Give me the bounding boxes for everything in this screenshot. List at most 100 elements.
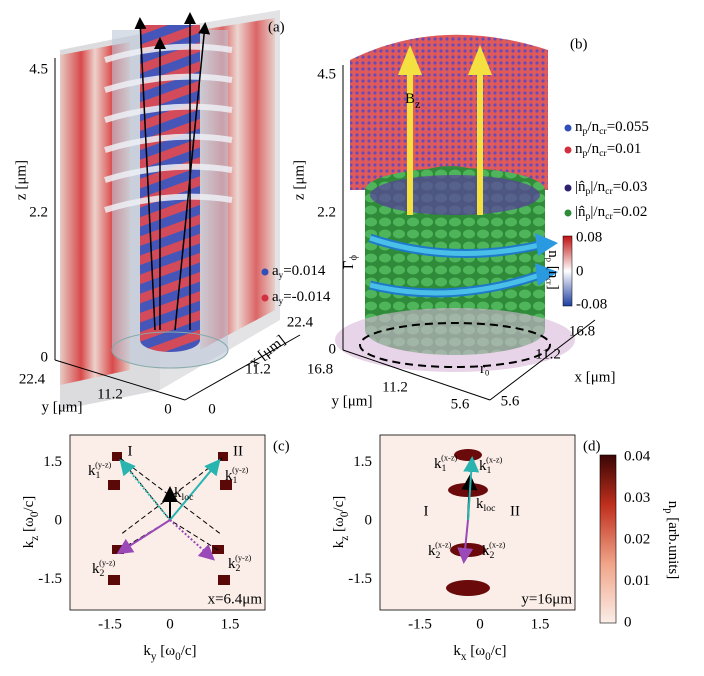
tick-label: -1.5 xyxy=(408,616,432,632)
colorbar-tick: 0 xyxy=(576,263,584,279)
wave-vector-sup: (x-z) xyxy=(489,541,505,550)
legend-entry-part: |n̂ xyxy=(575,179,586,195)
wave-vector-sup: (x-z) xyxy=(441,454,457,463)
colorbar-tick: 0 xyxy=(624,614,632,630)
wave-vector-sub: loc xyxy=(484,503,497,514)
tick-label: 1.5 xyxy=(221,616,240,632)
tick-label: 22.4 xyxy=(19,371,46,387)
legend-entry: np​/ncr​=0.055 xyxy=(575,119,649,137)
tick-label: 11.2 xyxy=(382,379,408,395)
tick-label: 2.2 xyxy=(29,204,48,220)
tick-label: 0 xyxy=(41,349,49,365)
panel-label: (b) xyxy=(570,36,588,52)
colorbar-title: np​ [arb.units] xyxy=(662,501,680,580)
tick-label: 22.4 xyxy=(287,314,314,330)
axis-title-part: [ω xyxy=(157,643,176,659)
field-label-sub: z xyxy=(415,97,420,111)
colorbar-tick: 0.02 xyxy=(624,531,650,547)
panel-label: (c) xyxy=(273,438,290,454)
tick-label: 11.2 xyxy=(97,386,123,402)
legend-entry-part: =0.014 xyxy=(283,263,326,279)
tick-label: 0 xyxy=(164,401,172,417)
axis-title-part: /c] xyxy=(491,643,507,659)
tick-label: 16.8 xyxy=(307,361,333,377)
field-label-part: B xyxy=(405,91,415,107)
region-label: I xyxy=(128,443,133,459)
legend-entry-part: =0.055 xyxy=(607,119,649,135)
wave-vector-sup: (y-z) xyxy=(232,466,248,475)
wave-vector-sub: 1 xyxy=(233,475,238,486)
tick-label: -1.5 xyxy=(348,571,372,587)
wave-vector-sub: 1 xyxy=(487,465,492,476)
axis-title-part: [ω xyxy=(331,517,347,536)
legend-entry-part: /n xyxy=(587,119,599,135)
tick-label: -1.5 xyxy=(38,571,62,587)
tick-label: 4.5 xyxy=(317,66,336,82)
colorbar-title-part: ] xyxy=(545,285,561,290)
panel-d-plot xyxy=(380,435,575,610)
legend-entry: ay​=0.014 xyxy=(272,263,326,280)
region-label: II xyxy=(233,443,243,459)
legend-entry-part: /n xyxy=(587,141,599,157)
axis-title: ky​ [ω0​/c] xyxy=(143,643,196,662)
radius-label-sub: 0 xyxy=(485,369,489,378)
tick-label: 1.5 xyxy=(531,616,550,632)
tick-label: 0 xyxy=(166,616,174,632)
wave-vector-sup: (y-z) xyxy=(235,554,251,563)
axis-title: y [μm] xyxy=(332,393,373,409)
legend-entry: np​/ncr​=0.01 xyxy=(575,141,641,159)
wave-vector-sub: 2 xyxy=(236,563,241,574)
wave-vector-sub: 1 xyxy=(96,470,101,481)
axis-title: y [μm] xyxy=(42,399,83,415)
slice-label: x=6.4μm xyxy=(208,591,263,607)
panel-label: (d) xyxy=(583,438,601,454)
colorbar-tick: 0.03 xyxy=(624,490,650,506)
wave-vector-sub: 2 xyxy=(436,550,441,561)
axis-title: kx​ [ω0​/c] xyxy=(453,643,506,662)
wave-vector-sup: (x-z) xyxy=(486,456,502,465)
tick-label: 1.5 xyxy=(353,454,372,470)
wave-vector-sub: 1 xyxy=(442,463,447,474)
legend-entry: |n̂p​|/ncr​=0.02 xyxy=(575,204,647,222)
axis-title-part: [ω xyxy=(467,643,486,659)
axis-title: z [μm] xyxy=(13,160,29,200)
region-label: II xyxy=(510,503,520,519)
tick-label: 0 xyxy=(55,512,63,528)
legend-entry-part: =0.02 xyxy=(613,204,648,220)
tick-label: 0 xyxy=(329,341,337,357)
axis-title: kz​ [ω0​/c] xyxy=(21,496,40,549)
figure: (a)z [μm]4.52.2022.411.20y [μm]22.411.20… xyxy=(0,0,704,671)
axis-title: z [μm] xyxy=(291,160,307,200)
legend-entry-part: =0.01 xyxy=(607,141,642,157)
legend-entry-part: =-0.014 xyxy=(283,289,331,305)
wave-vector-sup: (y-z) xyxy=(99,559,115,568)
colorbar-tick: -0.08 xyxy=(576,296,607,312)
tick-label: 0 xyxy=(208,401,216,417)
tick-label: 2.2 xyxy=(317,204,336,220)
slice-label: y=16μm xyxy=(521,591,572,607)
axis-title-part: /c] xyxy=(181,643,197,659)
page: { "panel_a": { "label": "(a)", "z_title"… xyxy=(0,0,704,671)
tick-label: 16.8 xyxy=(569,323,595,339)
legend-entry: ay​=-0.014 xyxy=(272,289,331,306)
axis-title-part: /c] xyxy=(21,496,37,512)
tick-label: 5.6 xyxy=(451,396,470,412)
legend-entry-part: =0.03 xyxy=(613,179,648,195)
wave-vector-sub: loc xyxy=(182,492,195,503)
axis-title-part: [ω xyxy=(21,517,37,536)
legend-entry-part: |/n xyxy=(590,179,605,195)
tick-label: 1.5 xyxy=(43,454,62,470)
legend-entry-part: |/n xyxy=(590,204,605,220)
tick-label: 4.5 xyxy=(29,61,48,77)
tick-label: 0 xyxy=(365,512,373,528)
colorbar-title: np​ [ncr​] xyxy=(544,250,560,289)
colorbar-title-part: [n xyxy=(545,262,561,279)
colorbar-tick: 0.01 xyxy=(624,573,650,589)
colorbar-tick: 0.04 xyxy=(624,448,651,464)
panel-b-render xyxy=(335,35,595,400)
axis-title: x [μm] xyxy=(575,369,616,385)
tick-label: 0 xyxy=(476,616,484,632)
tick-label: -1.5 xyxy=(98,616,122,632)
tick-label: 5.6 xyxy=(501,393,520,409)
wave-vector-sub: 2 xyxy=(100,568,105,579)
